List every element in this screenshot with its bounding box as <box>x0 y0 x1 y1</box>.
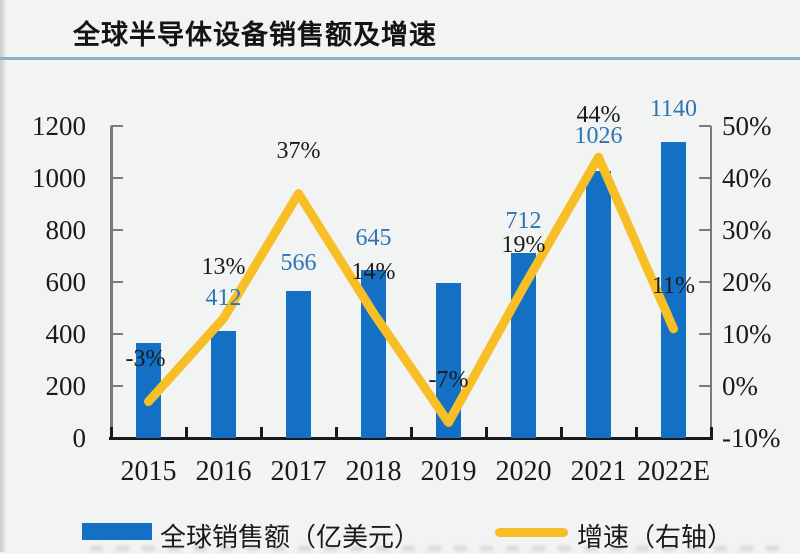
left-axis-tick <box>111 332 123 336</box>
right-axis-tick <box>699 124 711 128</box>
growth-pct-label: 44% <box>576 102 621 128</box>
y-left-tick-label: 200 <box>45 371 87 401</box>
legend-swatch-sales <box>82 523 152 540</box>
y-right-tick-label: 30% <box>722 215 772 245</box>
right-axis-tick <box>699 228 711 232</box>
legend: 全球销售额（亿美元） 增速（右轴） <box>0 514 800 552</box>
right-axis-tick <box>699 332 711 336</box>
left-axis-tick <box>111 384 123 388</box>
x-axis-boundary-tick <box>634 427 638 437</box>
bar-2019 <box>436 282 461 438</box>
bar-2018 <box>361 270 386 438</box>
x-axis-boundary-tick <box>559 427 563 437</box>
y-left-tick-label: 800 <box>45 215 87 245</box>
x-axis-boundary-tick <box>709 427 713 437</box>
y-left-tick-label: 400 <box>45 319 87 349</box>
y-left-tick-label: 0 <box>72 423 87 453</box>
cutoff-text-artifact <box>90 546 780 551</box>
y-right-tick-label: 40% <box>722 163 772 193</box>
bar-2017 <box>286 290 311 438</box>
growth-pct-label: 13% <box>201 254 246 280</box>
left-axis-tick <box>111 176 123 180</box>
x-tick-label: 2018 <box>345 456 402 487</box>
bar-value-label: 645 <box>355 225 392 251</box>
bar-2021 <box>586 171 611 438</box>
legend-label-sales: 全球销售额（亿美元） <box>160 522 421 552</box>
growth-pct-label: 19% <box>501 232 546 258</box>
bar-2016 <box>211 330 236 438</box>
x-axis-boundary-tick <box>259 427 263 437</box>
title-divider <box>0 57 800 60</box>
y-right-tick-label: 20% <box>722 267 772 297</box>
chart-title: 全球半导体设备销售额及增速 <box>73 20 437 50</box>
x-axis-line <box>109 436 713 440</box>
bar-2020 <box>511 252 536 438</box>
legend-swatch-growth <box>495 528 568 537</box>
y-right-tick-label: 10% <box>722 319 772 349</box>
right-axis-tick <box>699 384 711 388</box>
legend-label-growth: 增速（右轴） <box>577 522 734 552</box>
x-axis-boundary-tick <box>409 427 413 437</box>
growth-pct-label: 37% <box>276 138 321 164</box>
x-axis-boundary-tick <box>184 427 188 437</box>
x-tick-label: 2015 <box>120 456 177 487</box>
left-axis-tick <box>111 280 123 284</box>
x-axis-boundary-tick <box>334 427 338 437</box>
bar-value-label: 1140 <box>649 96 698 122</box>
right-axis-tick <box>699 280 711 284</box>
y-left-tick-label: 600 <box>45 267 87 297</box>
bar-value-label: 712 <box>505 208 542 234</box>
x-tick-label: 2016 <box>195 456 252 487</box>
page-edge-shade <box>0 0 7 552</box>
growth-pct-label: 14% <box>351 259 396 285</box>
y-right-tick-label: 0% <box>722 371 758 401</box>
x-tick-label: 2017 <box>270 456 327 487</box>
growth-pct-label: 11% <box>651 273 696 299</box>
x-tick-label: 2020 <box>495 456 552 487</box>
y-left-tick-label: 1000 <box>32 163 86 193</box>
left-axis-tick <box>111 228 123 232</box>
y-right-tick-label: -10% <box>722 423 781 453</box>
x-tick-label: 2022E <box>636 456 711 487</box>
bar-value-label: 412 <box>205 285 242 311</box>
bar-value-label: 566 <box>280 250 317 276</box>
growth-pct-label: -3% <box>125 346 166 372</box>
x-axis-boundary-tick <box>109 427 113 437</box>
x-tick-label: 2021 <box>570 456 627 487</box>
y-right-tick-label: 50% <box>722 111 772 141</box>
growth-pct-label: -7% <box>428 367 469 393</box>
x-axis-boundary-tick <box>484 427 488 437</box>
y-left-tick-label: 1200 <box>32 111 86 141</box>
right-axis-tick <box>699 176 711 180</box>
left-axis-tick <box>111 124 123 128</box>
bar-value-label: 1026 <box>574 123 623 149</box>
x-tick-label: 2019 <box>420 456 477 487</box>
